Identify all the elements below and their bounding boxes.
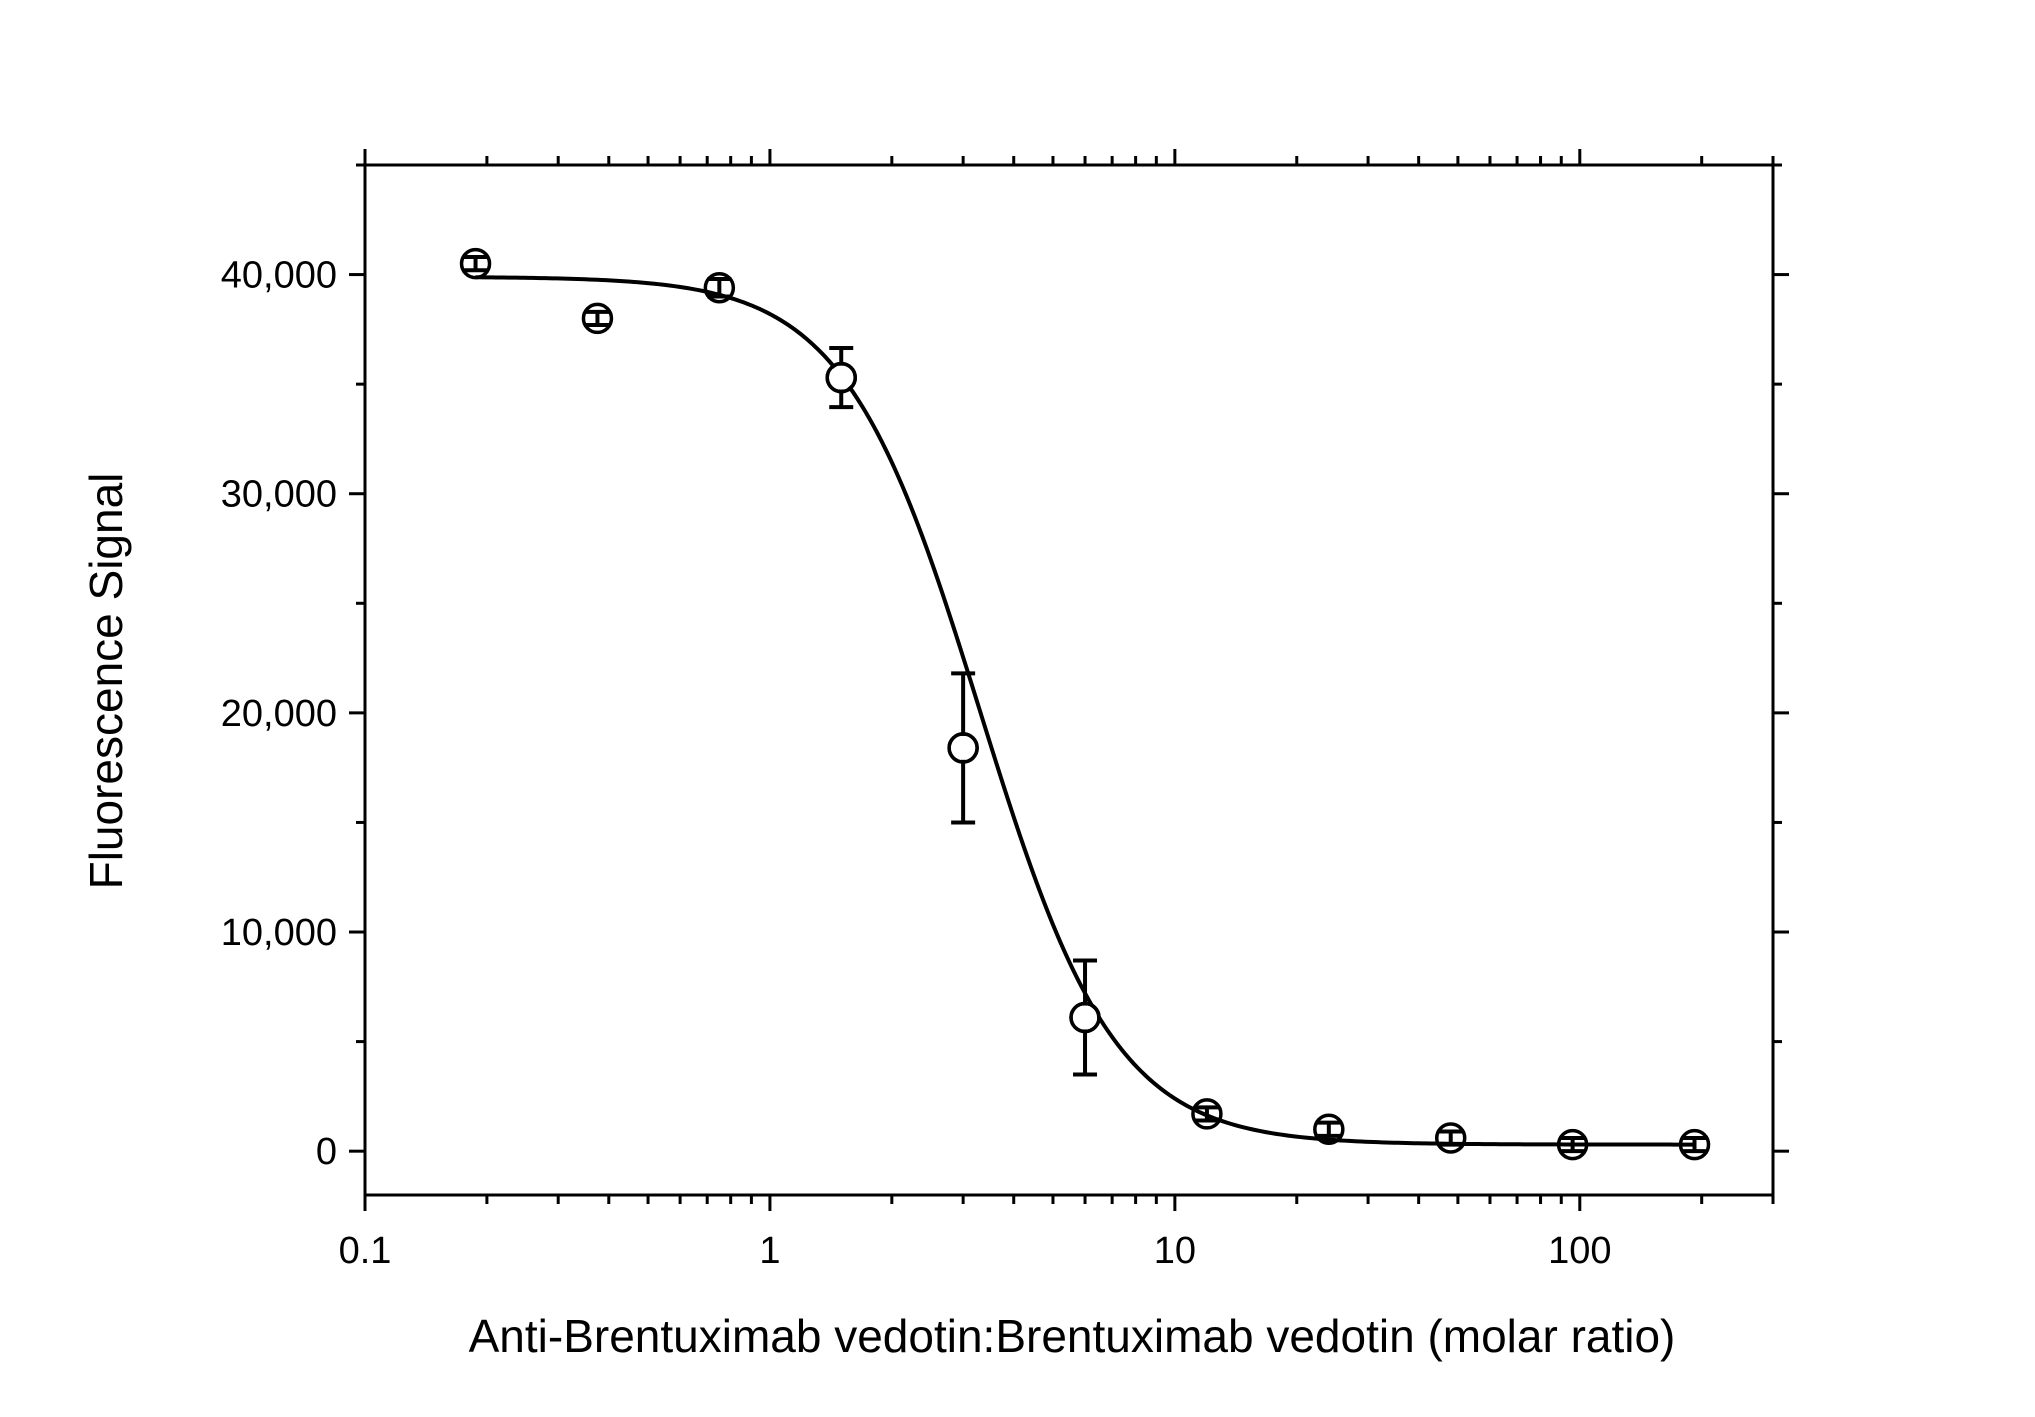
- data-point: [1313, 1113, 1345, 1146]
- data-point: [1191, 1098, 1223, 1130]
- y-tick-label: 30,000: [221, 474, 337, 516]
- data-point: [581, 302, 614, 335]
- point-marker: [459, 247, 492, 280]
- x-axis-ticks: 0.1 1 10 100: [339, 149, 1775, 1272]
- point-marker-fill: [1073, 1005, 1098, 1030]
- y-tick-label: 20,000: [221, 693, 337, 735]
- data-points-layer: [459, 247, 1711, 1161]
- point-marker-fill: [829, 365, 854, 390]
- point-marker: [1556, 1128, 1589, 1161]
- x-axis-label: Anti-Brentuximab vedotin:Brentuximab ved…: [469, 1310, 1676, 1362]
- y-tick-label: 40,000: [221, 255, 337, 297]
- plot-frame: [363, 163, 1775, 1197]
- data-point: [1069, 958, 1101, 1077]
- data-point: [703, 271, 736, 304]
- y-tick-label: 10,000: [221, 912, 337, 954]
- point-marker: [1434, 1122, 1467, 1154]
- data-point: [947, 671, 979, 825]
- data-point: [825, 345, 857, 410]
- data-point: [459, 247, 492, 280]
- y-tick-label: 0: [316, 1131, 337, 1173]
- x-tick-label: 1: [759, 1230, 780, 1272]
- point-marker-outline: [825, 361, 857, 394]
- data-point: [1434, 1122, 1467, 1154]
- point-marker: [703, 271, 736, 304]
- data-point: [1678, 1128, 1711, 1161]
- x-tick-label: 0.1: [339, 1230, 392, 1272]
- point-marker: [1678, 1128, 1711, 1161]
- y-axis-ticks: 0 10,000 20,000 30,000 40,000: [221, 163, 1789, 1173]
- point-marker: [1313, 1113, 1345, 1146]
- data-point: [1556, 1128, 1589, 1161]
- x-tick-label: 100: [1548, 1230, 1611, 1272]
- point-marker-outline: [1069, 1001, 1101, 1034]
- y-axis-label: Fluorescence Signal: [80, 473, 132, 890]
- point-marker: [581, 302, 614, 335]
- point-marker-outline: [947, 732, 979, 764]
- plot-border: [363, 163, 1775, 1197]
- x-tick-label: 10: [1154, 1230, 1196, 1272]
- point-marker: [1191, 1098, 1223, 1130]
- point-marker-fill: [951, 735, 976, 760]
